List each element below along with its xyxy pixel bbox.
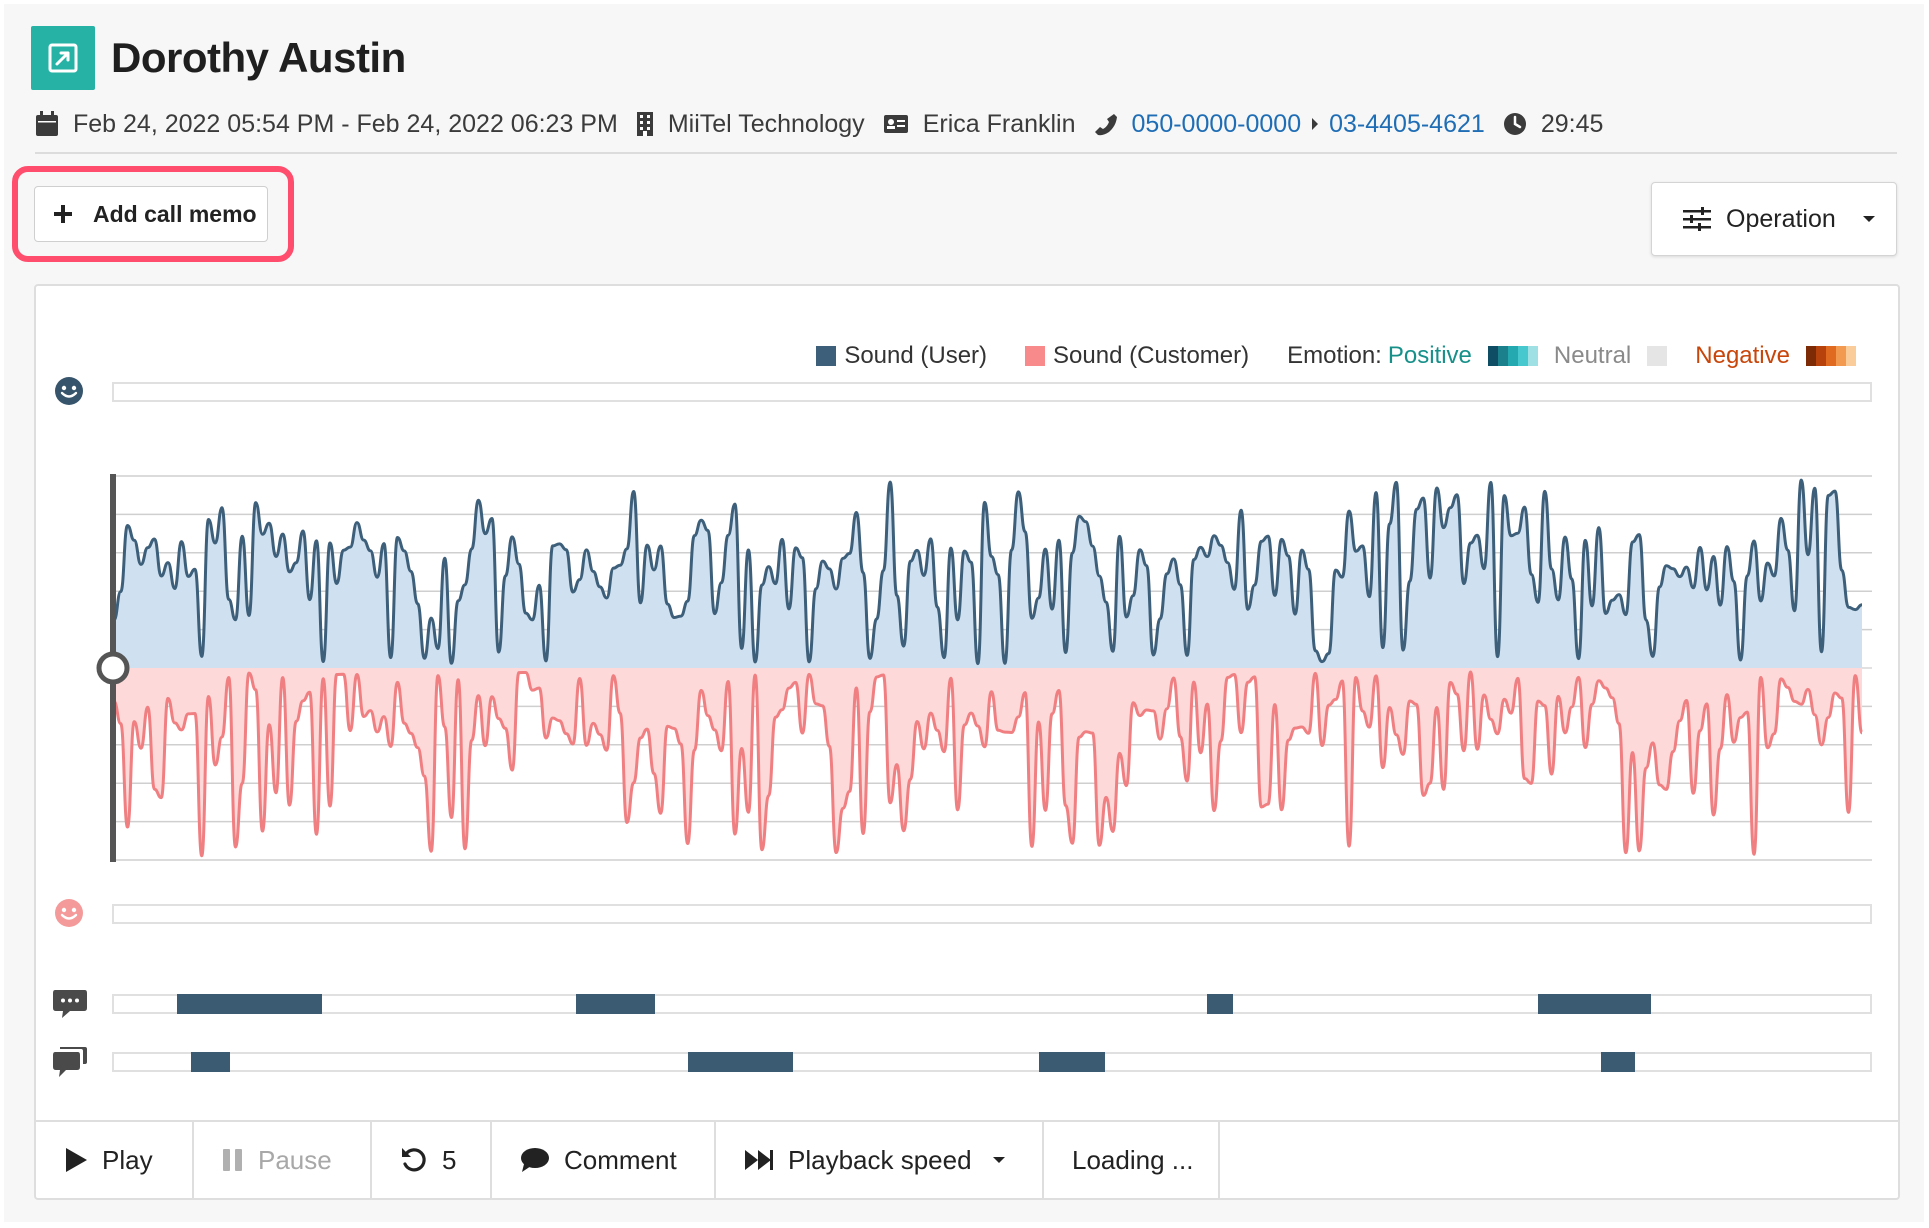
user-sound-line [112,478,1863,666]
calendar-icon [36,111,58,136]
chevron-down-icon [992,1157,1005,1163]
page-title: Dorothy Austin [111,34,406,81]
play-icon [66,1148,87,1172]
add-call-memo-label: Add call memo [93,200,257,227]
fast-forward-icon [745,1150,773,1170]
operation-dropdown[interactable]: Operation [1651,182,1897,256]
speech-bubble-icon [53,990,87,1018]
talk-segment[interactable] [688,1052,794,1072]
playback-speed-label: Playback speed [788,1144,972,1175]
rewind-label: 5 [442,1144,457,1175]
comment-icon [521,1148,549,1172]
clock-icon [1503,113,1526,135]
legend-negative-scale [1806,346,1856,366]
legend-negative-label: Negative [1695,342,1790,369]
company-text: MiiTel Technology [667,109,865,138]
pause-label: Pause [258,1144,332,1175]
play-button[interactable]: Play [36,1122,194,1198]
playback-cursor-handle[interactable] [96,651,130,685]
rewind-5-button[interactable]: 5 [372,1122,492,1198]
highlight-frame [12,166,294,262]
user-emotion-track [112,382,1872,402]
customer-talk-track [112,1052,1872,1072]
legend-customer-swatch [1025,346,1046,366]
sound-chart-card: Sound (User) Sound (Customer) Emotion: P… [34,284,1900,1200]
legend-user-swatch [816,346,837,366]
legend-user-label: Sound (User) [844,342,988,369]
meta-company: MiiTel Technology [636,110,865,139]
call-detail-page: Dorothy Austin Feb 24, 2022 05:54 PM - F… [4,4,1924,1222]
header-divider [35,152,1897,154]
talk-segment[interactable] [1207,994,1233,1014]
talk-segment[interactable] [1600,1052,1636,1072]
legend-user: Sound (User) [816,342,987,370]
phone-from-link[interactable]: 050-0000-0000 [1131,109,1302,138]
legend-neutral-label: Neutral [1553,342,1632,369]
duration-text: 29:45 [1540,109,1604,138]
phone-icon [1094,114,1117,136]
meta-contact: Erica Franklin [883,110,1076,139]
building-icon [636,112,653,136]
legend-emotion-label: Emotion: [1287,342,1382,369]
customer-sound-area [114,668,1862,856]
comments-icon [53,1047,87,1077]
loading-label: Loading ... [1072,1144,1194,1175]
external-link-icon[interactable] [31,26,95,90]
undo-icon [402,1148,426,1172]
pause-button[interactable]: Pause [194,1122,372,1198]
operation-label: Operation [1726,204,1836,233]
pause-icon [223,1149,242,1171]
legend-customer-label: Sound (Customer) [1053,342,1250,369]
call-meta: Feb 24, 2022 05:54 PM - Feb 24, 2022 06:… [35,104,1621,144]
talk-segment[interactable] [576,994,656,1014]
meta-phone: 050-0000-0000 03-4405-4621 [1094,110,1485,139]
sliders-icon [1683,207,1711,231]
meta-duration: 29:45 [1503,109,1604,139]
title-row: Dorothy Austin [31,26,406,90]
legend-customer: Sound (Customer) [1025,342,1249,370]
play-label: Play [102,1144,153,1175]
legend-positive-label: Positive [1387,342,1472,369]
loading-status: Loading ... [1044,1122,1220,1198]
talk-segment[interactable] [190,1052,230,1072]
chevron-down-icon [1862,216,1875,222]
plus-icon [54,205,72,223]
talk-segment[interactable] [1538,994,1652,1014]
add-call-memo-button[interactable]: Add call memo [34,186,268,242]
comment-label: Comment [564,1144,677,1175]
customer-sound-line [112,670,1864,858]
smile-icon-user [55,377,83,405]
sound-waveform[interactable] [36,286,1902,1202]
smile-icon-customer [55,899,83,927]
talk-segment[interactable] [177,994,322,1014]
chart-legend: Sound (User) Sound (Customer) Emotion: P… [816,338,1856,374]
playback-speed-dropdown[interactable]: Playback speed [716,1122,1044,1198]
comment-button[interactable]: Comment [492,1122,716,1198]
phone-to-link[interactable]: 03-4405-4621 [1329,109,1485,138]
contact-text: Erica Franklin [922,109,1076,138]
legend-neutral-scale [1647,346,1668,366]
caret-right-icon [1312,118,1319,130]
talk-segment[interactable] [1038,1052,1106,1072]
customer-emotion-track [112,904,1872,924]
meta-datetime: Feb 24, 2022 05:54 PM - Feb 24, 2022 06:… [35,110,618,139]
datetime-text: Feb 24, 2022 05:54 PM - Feb 24, 2022 06:… [73,109,618,138]
user-talk-track [112,994,1872,1014]
legend-positive-scale [1487,346,1538,366]
playback-controls: Play Pause 5 Comment Play [36,1120,1898,1198]
id-card-icon [883,115,908,133]
